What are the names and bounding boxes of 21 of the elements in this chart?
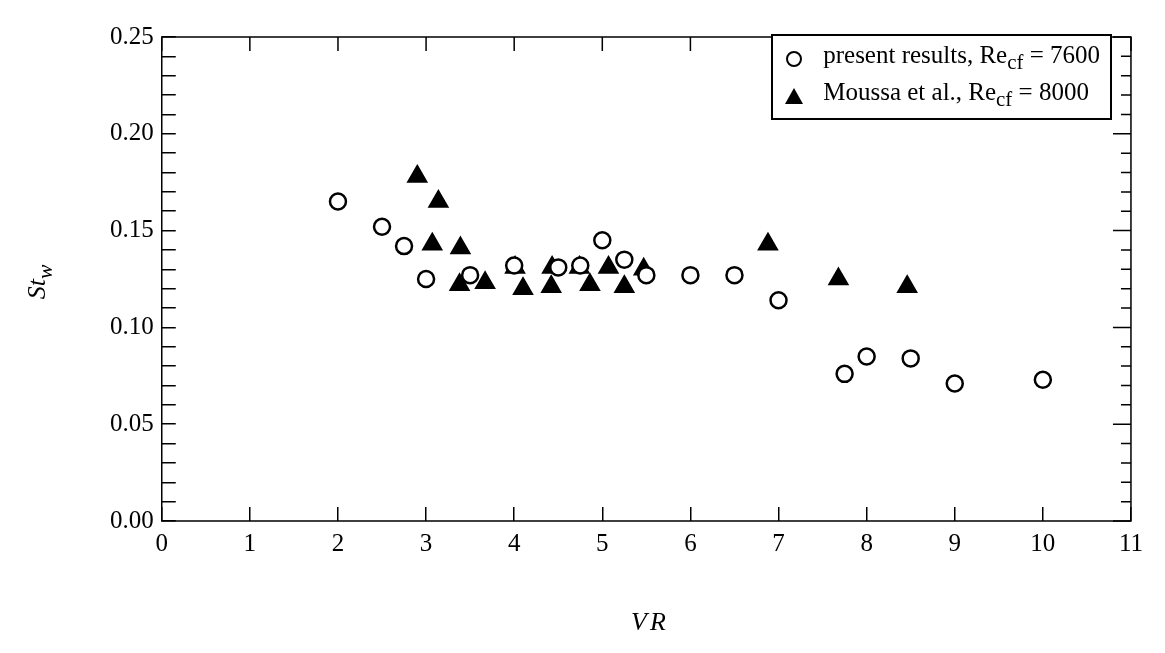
x-tick-label: 10 [1030, 528, 1056, 556]
y-tick-label: 0.10 [110, 311, 154, 339]
x-tick-label: 3 [419, 528, 433, 556]
x-tick-label: 8 [860, 528, 873, 556]
x-tick-label: 4 [507, 528, 521, 556]
x-tick-label: 6 [684, 528, 697, 556]
legend-label: Moussa et al., Re$_{cf}$ = 8000 [823, 77, 1089, 113]
x-tick-label: 7 [772, 528, 785, 556]
y-tick-label: 0.25 [110, 21, 154, 49]
y-tick-label: 0.00 [110, 505, 154, 533]
x-tick-label: 11 [1118, 528, 1143, 556]
x-tick-label: 9 [948, 528, 961, 556]
x-tick-label: 5 [596, 528, 609, 556]
y-tick-label: 0.20 [110, 118, 154, 146]
y-tick-label: 0.05 [110, 408, 154, 436]
y-tick-label: 0.15 [110, 215, 154, 243]
x-tick-label: 2 [331, 528, 345, 556]
x-tick-label: 1 [243, 528, 257, 556]
legend-label: present results, Re$_{cf}$ = 7600 [823, 40, 1100, 76]
x-axis-title: VR [631, 607, 669, 637]
x-tick-label: 0 [155, 528, 168, 556]
